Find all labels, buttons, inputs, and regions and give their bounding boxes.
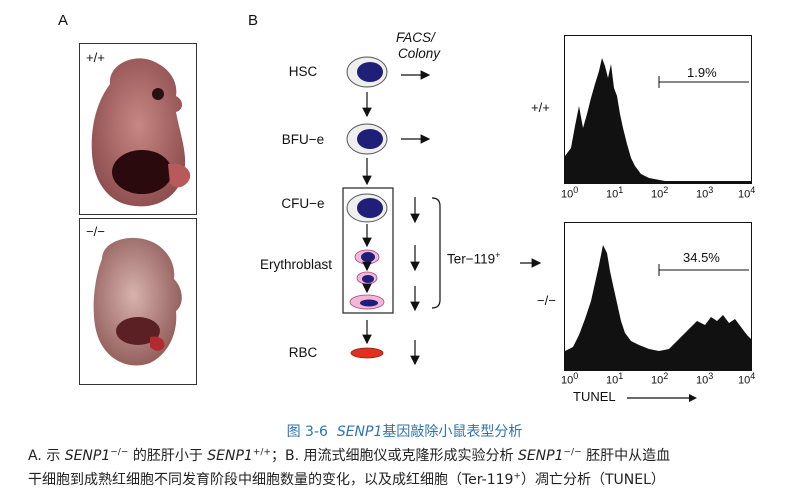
histogram-wildtype-plot xyxy=(565,58,751,183)
histogram-knockout-distribution xyxy=(565,245,751,370)
histogram-knockout-plot xyxy=(565,245,751,370)
stage-label-hsc: HSC xyxy=(288,64,318,79)
ter119-bracket xyxy=(431,197,441,309)
stage-label-bfu-e: BFU−e xyxy=(281,132,325,147)
differentiation-diagram xyxy=(342,56,542,366)
ter119-gating-box xyxy=(342,187,394,314)
x-axis-arrow xyxy=(627,394,697,402)
genotype-label-wildtype: +/+ xyxy=(86,50,105,65)
figure-number: 图 3-6 xyxy=(286,424,328,440)
figure-caption-line-1: A. 示 SENP1−/− 的胚肝小于 SENP1+/+；B. 用流式细胞仪或克… xyxy=(28,447,671,464)
embryo-wildtype-image xyxy=(91,58,191,207)
x-tick-knockout-2: 102 xyxy=(651,371,669,387)
erythroblast-cell-2 xyxy=(356,271,378,285)
x-tick-knockout-0: 100 xyxy=(561,371,579,387)
x-tick-knockout-1: 101 xyxy=(606,371,624,387)
stage-label-erythroblast: Erythroblast xyxy=(259,257,333,272)
erythroblast-cell-3 xyxy=(349,294,385,310)
histogram-wildtype-distribution xyxy=(565,58,751,183)
rbc-cell xyxy=(350,347,384,359)
panel-b-label: B xyxy=(248,12,259,29)
genotype-label-knockout: −/− xyxy=(86,224,105,239)
x-axis-label-tunel: TUNEL xyxy=(573,389,616,404)
panel-a-label: A xyxy=(58,12,69,29)
histogram-knockout xyxy=(564,222,752,371)
figure-caption-title: 图 3-6 SENP1基因敲除小鼠表型分析 xyxy=(0,421,809,441)
x-tick-knockout-4: 104 xyxy=(738,371,756,387)
histogram-genotype-knockout: −/− xyxy=(537,293,556,308)
embryo-knockout-image xyxy=(93,237,182,366)
percent-label-wildtype: 1.9% xyxy=(687,65,717,80)
ter119-label: Ter−119+ xyxy=(447,250,500,267)
embryo-photo-wildtype xyxy=(79,43,197,215)
x-tick-wildtype-1: 101 xyxy=(606,185,624,201)
embryo-photo-knockout xyxy=(79,218,197,385)
hsc-cell xyxy=(346,56,388,88)
bfu-e-cell xyxy=(346,123,388,155)
x-tick-wildtype-0: 100 xyxy=(561,185,579,201)
histogram-genotype-wildtype: +/+ xyxy=(531,100,550,115)
x-tick-knockout-3: 103 xyxy=(696,371,714,387)
ter119-sup: + xyxy=(495,250,501,260)
figure-title-rest: 基因敲除小鼠表型分析 xyxy=(382,424,523,440)
x-tick-wildtype-4: 104 xyxy=(738,185,756,201)
cfu-e-cell xyxy=(346,193,388,223)
facs-label-line2: Colony xyxy=(398,46,441,61)
x-tick-wildtype-3: 103 xyxy=(696,185,714,201)
figure-title-gene: SENP1 xyxy=(336,424,383,440)
erythroblast-cell-1 xyxy=(354,249,380,265)
ter119-text: Ter−119 xyxy=(447,251,496,267)
figure-caption-line-2: 干细胞到成熟红细胞不同发育阶段中细胞数量的变化，以及成红细胞（Ter-119+）… xyxy=(28,471,665,488)
x-tick-wildtype-2: 102 xyxy=(651,185,669,201)
facs-colony-label: FACS/ Colony xyxy=(396,30,440,62)
facs-label-line1: FACS/ xyxy=(396,30,435,45)
stage-label-cfu-e: CFU−e xyxy=(281,196,325,211)
percent-label-knockout: 34.5% xyxy=(683,250,720,265)
histogram-wildtype xyxy=(564,35,752,184)
stage-label-rbc: RBC xyxy=(288,345,318,360)
